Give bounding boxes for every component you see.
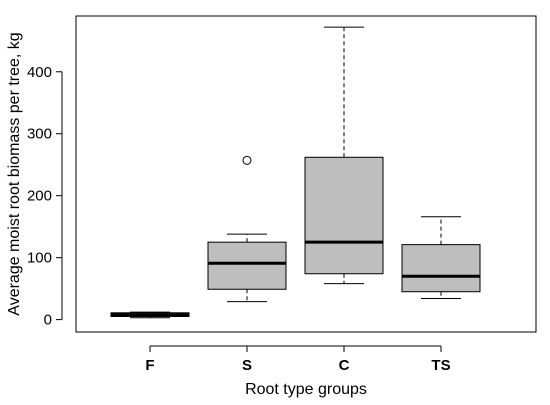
outlier-s-0 — [242, 155, 252, 165]
box-f — [110, 311, 190, 319]
y-axis: 0 100 200 300 400 — [27, 64, 63, 329]
boxes-group — [110, 26, 481, 319]
x-tick-label-ts: TS — [431, 357, 450, 374]
y-axis-title: Average moist root biomass per tree, kg — [6, 32, 23, 315]
y-tick-label-200: 200 — [27, 188, 52, 205]
box-c — [304, 26, 384, 285]
x-axis-title: Root type groups — [245, 381, 367, 398]
y-tick-label-400: 400 — [27, 64, 52, 81]
x-tick-label-s: S — [242, 357, 252, 374]
box-rect-c — [304, 156, 384, 275]
box-s — [207, 155, 287, 303]
box-rect-ts — [401, 244, 481, 293]
x-axis: F S C TS — [145, 345, 451, 374]
plot-frame — [75, 15, 537, 333]
box-rect-s — [207, 241, 287, 290]
y-tick-label-0: 0 — [44, 312, 52, 329]
y-tick-label-100: 100 — [27, 250, 52, 267]
x-tick-label-c: C — [339, 357, 350, 374]
y-tick-label-300: 300 — [27, 126, 52, 143]
box-ts — [401, 216, 481, 300]
x-tick-label-f: F — [145, 357, 154, 374]
